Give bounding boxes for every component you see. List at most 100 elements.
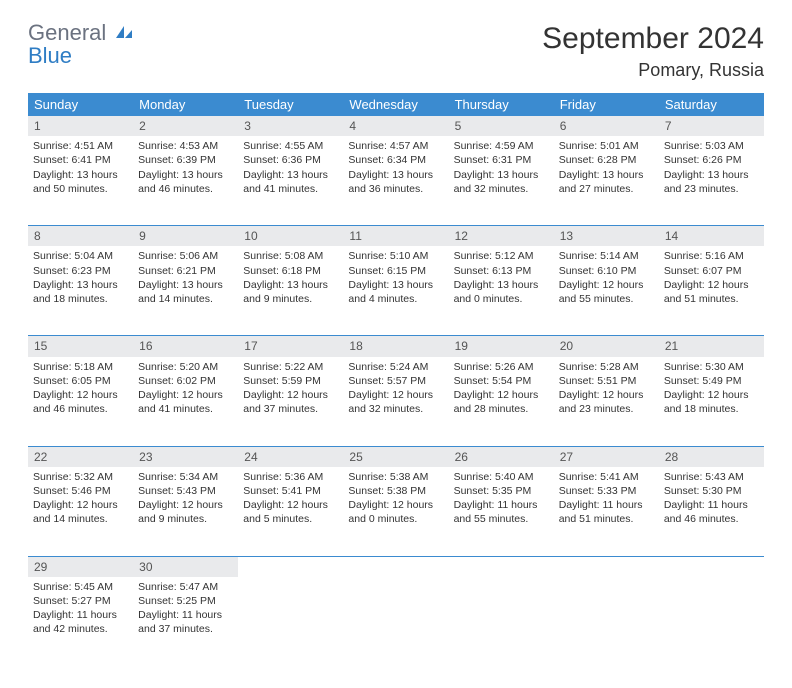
sunrise-text: Sunrise: 5:08 AM — [243, 249, 338, 263]
sunset-text: Sunset: 6:41 PM — [33, 153, 128, 167]
daylight-text: Daylight: 12 hours and 32 minutes. — [348, 388, 443, 416]
day-cell: Sunrise: 5:28 AMSunset: 5:51 PMDaylight:… — [554, 357, 659, 447]
day-cell: Sunrise: 5:01 AMSunset: 6:28 PMDaylight:… — [554, 136, 659, 226]
sunrise-text: Sunrise: 4:55 AM — [243, 139, 338, 153]
day-number: 9 — [133, 226, 238, 247]
sunset-text: Sunset: 5:57 PM — [348, 374, 443, 388]
daylight-text: Daylight: 12 hours and 46 minutes. — [33, 388, 128, 416]
day-number: 5 — [449, 116, 554, 136]
day-number: 21 — [659, 336, 764, 357]
day-number — [238, 556, 343, 577]
daylight-text: Daylight: 13 hours and 18 minutes. — [33, 278, 128, 306]
day-cell: Sunrise: 5:41 AMSunset: 5:33 PMDaylight:… — [554, 467, 659, 557]
day-number: 13 — [554, 226, 659, 247]
day-cell — [659, 577, 764, 666]
weekday-header: Wednesday — [343, 93, 448, 116]
daylight-text: Daylight: 12 hours and 28 minutes. — [454, 388, 549, 416]
daylight-text: Daylight: 12 hours and 23 minutes. — [559, 388, 654, 416]
day-cell: Sunrise: 5:12 AMSunset: 6:13 PMDaylight:… — [449, 246, 554, 336]
sunset-text: Sunset: 6:07 PM — [664, 264, 759, 278]
day-number: 18 — [343, 336, 448, 357]
day-cell: Sunrise: 5:34 AMSunset: 5:43 PMDaylight:… — [133, 467, 238, 557]
sunrise-text: Sunrise: 5:10 AM — [348, 249, 443, 263]
day-cell: Sunrise: 5:03 AMSunset: 6:26 PMDaylight:… — [659, 136, 764, 226]
day-cell: Sunrise: 4:51 AMSunset: 6:41 PMDaylight:… — [28, 136, 133, 226]
sunset-text: Sunset: 5:35 PM — [454, 484, 549, 498]
sunset-text: Sunset: 6:28 PM — [559, 153, 654, 167]
sunrise-text: Sunrise: 5:26 AM — [454, 360, 549, 374]
daylight-text: Daylight: 13 hours and 27 minutes. — [559, 168, 654, 196]
day-number: 17 — [238, 336, 343, 357]
sunrise-text: Sunrise: 5:43 AM — [664, 470, 759, 484]
sunrise-text: Sunrise: 5:34 AM — [138, 470, 233, 484]
day-number: 26 — [449, 446, 554, 467]
sunrise-text: Sunrise: 5:30 AM — [664, 360, 759, 374]
day-number: 12 — [449, 226, 554, 247]
sunset-text: Sunset: 5:41 PM — [243, 484, 338, 498]
day-cell: Sunrise: 5:30 AMSunset: 5:49 PMDaylight:… — [659, 357, 764, 447]
weekday-header-row: Sunday Monday Tuesday Wednesday Thursday… — [28, 93, 764, 116]
day-number: 27 — [554, 446, 659, 467]
location: Pomary, Russia — [542, 60, 764, 81]
day-number: 10 — [238, 226, 343, 247]
day-cell: Sunrise: 5:45 AMSunset: 5:27 PMDaylight:… — [28, 577, 133, 666]
daylight-text: Daylight: 12 hours and 14 minutes. — [33, 498, 128, 526]
day-number — [554, 556, 659, 577]
sunset-text: Sunset: 6:13 PM — [454, 264, 549, 278]
daylight-text: Daylight: 12 hours and 0 minutes. — [348, 498, 443, 526]
day-cell: Sunrise: 5:24 AMSunset: 5:57 PMDaylight:… — [343, 357, 448, 447]
day-number — [659, 556, 764, 577]
daylight-text: Daylight: 13 hours and 36 minutes. — [348, 168, 443, 196]
sunrise-text: Sunrise: 5:16 AM — [664, 249, 759, 263]
page-title: September 2024 — [542, 22, 764, 56]
day-number: 20 — [554, 336, 659, 357]
day-number-row: 891011121314 — [28, 226, 764, 247]
day-content-row: Sunrise: 5:18 AMSunset: 6:05 PMDaylight:… — [28, 357, 764, 447]
logo-blue: Blue — [28, 43, 72, 68]
weekday-header: Friday — [554, 93, 659, 116]
daylight-text: Daylight: 11 hours and 37 minutes. — [138, 608, 233, 636]
day-cell: Sunrise: 5:43 AMSunset: 5:30 PMDaylight:… — [659, 467, 764, 557]
daylight-text: Daylight: 13 hours and 50 minutes. — [33, 168, 128, 196]
day-number — [343, 556, 448, 577]
sunset-text: Sunset: 6:18 PM — [243, 264, 338, 278]
sunset-text: Sunset: 6:26 PM — [664, 153, 759, 167]
day-number: 19 — [449, 336, 554, 357]
day-cell: Sunrise: 5:16 AMSunset: 6:07 PMDaylight:… — [659, 246, 764, 336]
daylight-text: Daylight: 13 hours and 32 minutes. — [454, 168, 549, 196]
daylight-text: Daylight: 12 hours and 37 minutes. — [243, 388, 338, 416]
sunrise-text: Sunrise: 5:28 AM — [559, 360, 654, 374]
day-cell: Sunrise: 5:22 AMSunset: 5:59 PMDaylight:… — [238, 357, 343, 447]
daylight-text: Daylight: 13 hours and 23 minutes. — [664, 168, 759, 196]
header: General Blue September 2024 Pomary, Russ… — [28, 22, 764, 81]
sunrise-text: Sunrise: 5:32 AM — [33, 470, 128, 484]
sunrise-text: Sunrise: 4:57 AM — [348, 139, 443, 153]
daylight-text: Daylight: 11 hours and 55 minutes. — [454, 498, 549, 526]
daylight-text: Daylight: 12 hours and 51 minutes. — [664, 278, 759, 306]
logo: General Blue — [28, 22, 134, 68]
page: General Blue September 2024 Pomary, Russ… — [0, 0, 792, 688]
title-block: September 2024 Pomary, Russia — [542, 22, 764, 81]
daylight-text: Daylight: 12 hours and 18 minutes. — [664, 388, 759, 416]
day-cell: Sunrise: 5:36 AMSunset: 5:41 PMDaylight:… — [238, 467, 343, 557]
day-cell: Sunrise: 4:59 AMSunset: 6:31 PMDaylight:… — [449, 136, 554, 226]
daylight-text: Daylight: 11 hours and 42 minutes. — [33, 608, 128, 636]
day-number: 7 — [659, 116, 764, 136]
sunset-text: Sunset: 6:31 PM — [454, 153, 549, 167]
sunset-text: Sunset: 5:27 PM — [33, 594, 128, 608]
day-number: 14 — [659, 226, 764, 247]
sunset-text: Sunset: 5:51 PM — [559, 374, 654, 388]
daylight-text: Daylight: 12 hours and 5 minutes. — [243, 498, 338, 526]
sunrise-text: Sunrise: 4:53 AM — [138, 139, 233, 153]
weekday-header: Saturday — [659, 93, 764, 116]
day-cell — [343, 577, 448, 666]
day-number: 2 — [133, 116, 238, 136]
sunset-text: Sunset: 5:49 PM — [664, 374, 759, 388]
day-number: 22 — [28, 446, 133, 467]
sunset-text: Sunset: 6:10 PM — [559, 264, 654, 278]
sunrise-text: Sunrise: 5:06 AM — [138, 249, 233, 263]
sunrise-text: Sunrise: 5:20 AM — [138, 360, 233, 374]
weekday-header: Thursday — [449, 93, 554, 116]
day-cell: Sunrise: 5:04 AMSunset: 6:23 PMDaylight:… — [28, 246, 133, 336]
day-number: 4 — [343, 116, 448, 136]
